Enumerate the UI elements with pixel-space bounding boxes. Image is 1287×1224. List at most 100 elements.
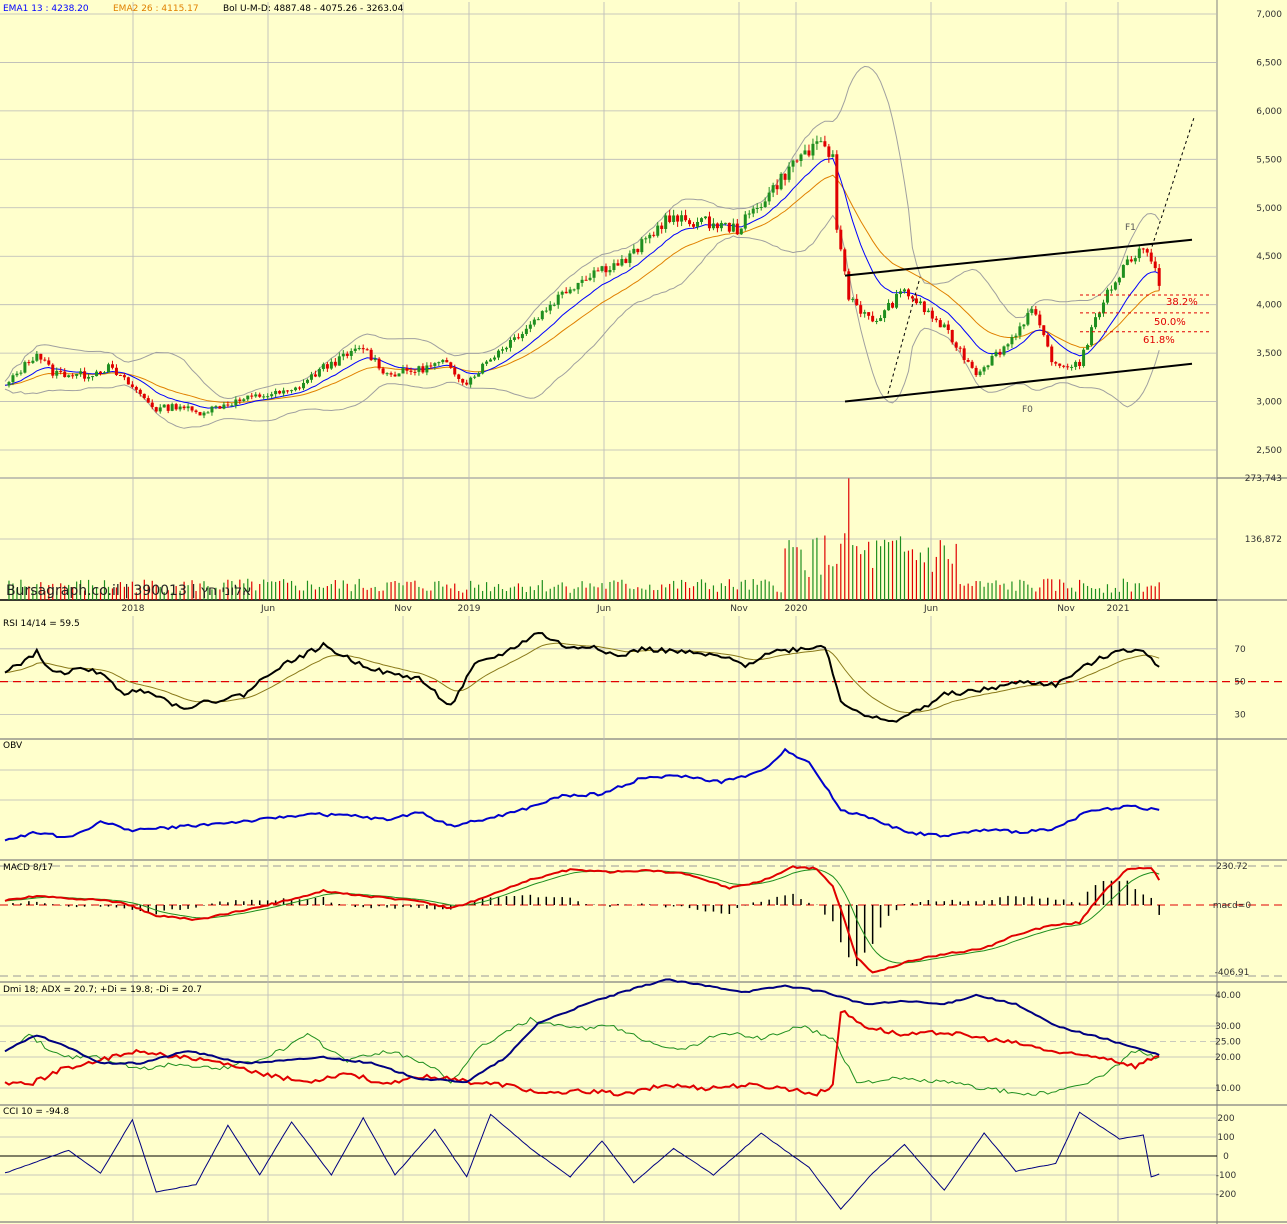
candle-down: [624, 259, 628, 263]
candle-up: [246, 395, 250, 400]
candle-up: [723, 222, 727, 224]
candle-down: [238, 399, 242, 402]
candle-up: [1137, 248, 1141, 259]
time-axis-label: Jun: [260, 604, 275, 614]
candle-down: [1050, 346, 1054, 363]
dmi-tick-label: 25.00: [1215, 1038, 1241, 1048]
candle-up: [302, 382, 305, 389]
candle-down: [146, 398, 150, 403]
candle-down: [954, 342, 958, 348]
candle-down: [174, 404, 178, 410]
candle-up: [385, 373, 389, 375]
candle-down: [39, 353, 43, 360]
candle-down: [138, 389, 142, 394]
candle-down: [325, 364, 329, 369]
candle-down: [1054, 362, 1058, 364]
candle-down: [286, 390, 290, 392]
candle-down: [99, 371, 103, 374]
time-axis-label: Nov: [394, 604, 412, 614]
candle-down: [190, 406, 194, 411]
candle-up: [55, 370, 59, 376]
candle-down: [604, 266, 608, 273]
cci-tick-label: 100: [1217, 1133, 1234, 1143]
candle-up: [696, 221, 700, 227]
candle-up: [982, 367, 986, 372]
target-line: [1151, 117, 1195, 247]
bollinger-legend: Bol U-M-D: 4887.48 - 4075.26 - 3263.04: [223, 4, 404, 14]
candle-down: [83, 371, 87, 379]
candle-up: [743, 214, 747, 229]
bollinger-upper: [4, 65, 1160, 400]
candle-down: [122, 375, 126, 378]
candle-up: [266, 396, 270, 398]
candle-down: [377, 358, 381, 369]
candle-down: [445, 360, 449, 363]
candle-up: [883, 310, 887, 319]
candle-up: [548, 304, 552, 311]
candle-down: [63, 371, 67, 378]
minus-di-line: [4, 1009, 1160, 1097]
dmi-tick-label: 30.00: [1215, 1022, 1241, 1032]
candle-up: [309, 374, 313, 380]
candle-up: [1006, 344, 1010, 347]
candle-up: [544, 310, 548, 312]
candle-down: [735, 223, 739, 235]
candle-up: [497, 350, 501, 358]
candle-up: [473, 376, 477, 378]
candle-down: [110, 364, 114, 368]
candle-up: [317, 369, 321, 377]
projection-line: [887, 277, 921, 394]
label-layer: 7,000 6,500 6,000 5,500 5,000 4,500 4,000 3,500…: [122, 10, 1283, 1200]
candle-up: [568, 289, 572, 294]
candle-down: [636, 248, 640, 253]
ema2-line: [4, 174, 1160, 404]
candle-up: [19, 372, 23, 374]
adx-line: [4, 978, 1160, 1084]
candle-down: [1141, 248, 1145, 250]
candle-down: [998, 351, 1002, 355]
candle-up: [1090, 327, 1094, 346]
candle-down: [950, 329, 954, 343]
candle-up: [918, 301, 922, 304]
time-axis-label: 2021: [1107, 604, 1130, 614]
candle-down: [676, 215, 680, 222]
candle-down: [823, 141, 827, 147]
time-axis-label: Jun: [596, 604, 611, 614]
candle-down: [1046, 335, 1050, 347]
candle-up: [103, 372, 106, 374]
candle-up: [481, 363, 485, 374]
macd-signal-line: [4, 868, 1160, 964]
candle-up: [1121, 264, 1125, 278]
candle-up: [556, 294, 560, 305]
candle-down: [970, 361, 974, 368]
candle-down: [668, 215, 672, 222]
candle-down: [365, 349, 369, 351]
obv-line: [4, 747, 1160, 842]
candle-up: [337, 356, 341, 366]
candle-up: [67, 375, 71, 378]
candle-up: [242, 399, 246, 402]
candle-down: [974, 367, 978, 376]
candle-up: [747, 213, 751, 215]
candle-up: [1082, 349, 1086, 366]
candle-down: [1129, 259, 1133, 262]
candle-up: [1022, 324, 1026, 327]
channel-lower-line: [844, 362, 1193, 403]
f0-label: F0: [1022, 405, 1033, 415]
candle-up: [170, 404, 174, 411]
candle-up: [178, 406, 182, 410]
candle-up: [214, 406, 218, 408]
plus-di-line: [4, 1016, 1160, 1096]
data-layer: [0, 65, 1287, 1210]
candle-down: [126, 377, 130, 385]
candle-up: [875, 320, 879, 322]
candle-down: [59, 370, 63, 372]
candle-down: [361, 348, 365, 350]
candle-up: [1105, 289, 1109, 303]
candle-down: [1066, 366, 1070, 368]
candle-up: [437, 362, 441, 364]
candle-up: [803, 150, 807, 155]
candle-up: [1101, 302, 1105, 314]
candle-down: [393, 374, 397, 377]
candle-up: [680, 215, 684, 222]
